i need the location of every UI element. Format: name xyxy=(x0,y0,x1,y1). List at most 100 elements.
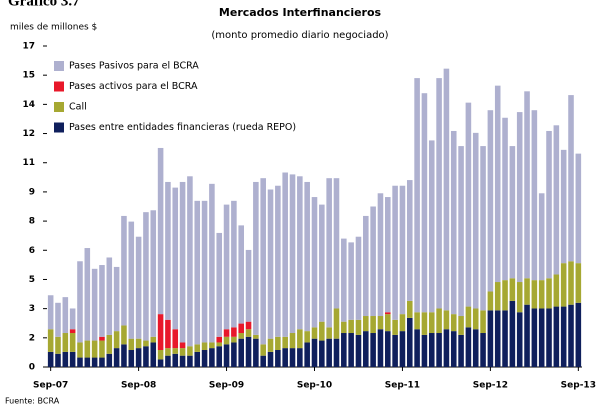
bar-segment xyxy=(157,359,164,367)
bar-segment xyxy=(245,249,252,322)
bar-segment xyxy=(392,319,398,335)
bar-segment xyxy=(326,338,332,367)
bar-segment xyxy=(436,308,442,334)
bar-segment xyxy=(69,308,76,330)
bar-segment xyxy=(297,348,303,367)
bar-segment xyxy=(516,312,523,367)
bar-segment xyxy=(406,180,413,301)
bar-segment xyxy=(238,323,244,334)
bar-segment xyxy=(450,314,457,332)
x-tick-label: Sep-10 xyxy=(297,381,332,391)
bar-segment xyxy=(209,183,215,343)
bar-segment xyxy=(260,355,266,367)
bar-segment xyxy=(355,334,362,367)
bar-segment xyxy=(333,178,340,309)
bar-segment xyxy=(385,314,391,332)
bar-segment xyxy=(341,238,347,322)
bar-segment xyxy=(524,278,530,305)
bar-segment xyxy=(319,340,325,367)
bar-segment xyxy=(216,342,223,347)
bar-segment xyxy=(62,297,69,334)
bar-segment xyxy=(385,197,391,313)
bar-segment xyxy=(201,342,208,351)
bar-segment xyxy=(128,338,135,351)
bar-segment xyxy=(135,236,142,339)
bar-segment xyxy=(385,312,391,315)
bar-segment xyxy=(531,280,538,309)
bar-segment xyxy=(465,102,472,307)
bar-segment xyxy=(341,321,347,334)
bar-segment xyxy=(179,181,186,343)
legend-swatch xyxy=(54,122,64,133)
x-tick-label: Sep-11 xyxy=(385,381,420,391)
y-tick-label: 0 xyxy=(29,363,35,373)
bar-segment xyxy=(143,346,149,367)
bar-segment xyxy=(165,355,171,367)
bar-segment xyxy=(355,236,362,320)
bar-segment xyxy=(179,342,186,349)
bar-segment xyxy=(47,295,54,330)
bar-segment xyxy=(538,308,545,367)
bar-segment xyxy=(531,308,538,367)
bar-segment xyxy=(289,333,296,349)
bar-segment xyxy=(165,348,171,356)
bar-segment xyxy=(428,312,435,334)
bar-segment xyxy=(487,310,494,367)
bar-segment xyxy=(99,340,105,358)
bar-segment xyxy=(406,317,413,367)
bar-segment xyxy=(69,329,76,334)
bar-segment xyxy=(106,353,113,367)
bar-segment xyxy=(150,342,157,367)
bar-segment xyxy=(553,125,560,275)
bar-segment xyxy=(55,336,61,354)
bar-segment xyxy=(143,212,149,341)
bar-segment xyxy=(428,333,435,367)
bar-segment xyxy=(524,304,530,367)
bar-segment xyxy=(238,338,244,367)
bar-segment xyxy=(568,261,574,305)
bar-segment xyxy=(319,321,325,341)
bar-segment xyxy=(304,331,310,343)
bar-segment xyxy=(150,210,157,337)
bar-segment xyxy=(516,282,523,313)
x-tick-label: Sep-08 xyxy=(121,381,156,391)
bar-segment xyxy=(91,268,98,341)
bar-segment xyxy=(363,316,369,332)
bar-segment xyxy=(172,353,179,367)
bar-segment xyxy=(370,206,376,317)
bar-segment xyxy=(209,342,215,349)
bar-segment xyxy=(304,342,310,367)
bar-segment xyxy=(194,344,201,352)
bar-segment xyxy=(238,225,244,324)
bar-segment xyxy=(47,329,54,352)
y-tick-label: 9 xyxy=(29,187,35,197)
bar-segment xyxy=(99,336,105,341)
bar-segment xyxy=(297,329,303,349)
bar-segment xyxy=(106,257,113,335)
bar-segment xyxy=(502,280,508,311)
bar-segment xyxy=(253,338,259,367)
bar-segment xyxy=(172,329,179,349)
bar-segment xyxy=(267,189,274,339)
bar-segment xyxy=(165,181,171,320)
bar-segment xyxy=(113,331,120,349)
x-tick-label: Sep-07 xyxy=(33,381,68,391)
bar-segment xyxy=(260,344,266,356)
bar-segment xyxy=(436,333,442,367)
bar-segment xyxy=(106,334,113,354)
y-tick-label: 3 xyxy=(29,304,35,314)
bar-segment xyxy=(172,187,179,330)
bar-segment xyxy=(216,232,223,337)
bar-segment xyxy=(341,333,347,367)
legend-label: Pases activos para el BCRA xyxy=(69,81,198,92)
bar-segment xyxy=(62,333,69,352)
bar-segment xyxy=(223,204,230,330)
bar-segment xyxy=(546,308,552,367)
bar-segment xyxy=(275,336,281,351)
bar-segment xyxy=(560,263,567,307)
y-tick-label: 14 xyxy=(22,100,35,110)
bar-segment xyxy=(275,185,281,337)
bar-segment xyxy=(245,329,252,337)
bar-segment xyxy=(414,329,420,367)
